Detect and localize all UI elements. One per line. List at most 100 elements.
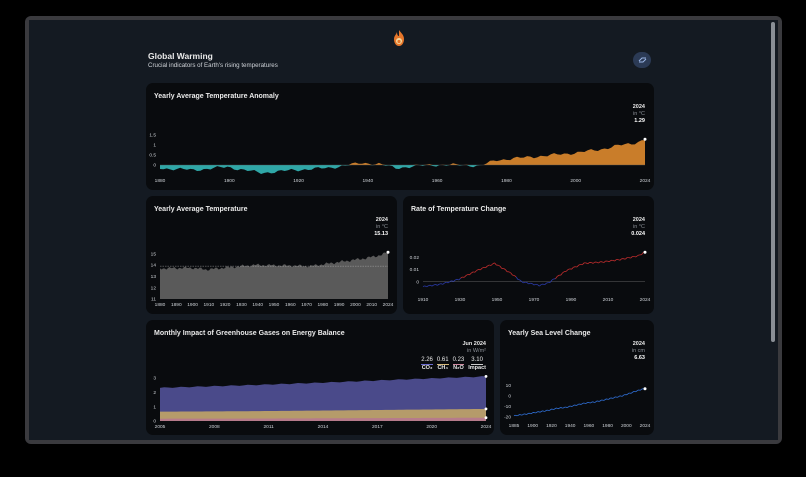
x-tick-label: 1920 [546, 423, 557, 429]
x-tick-label: 1980 [318, 302, 329, 308]
rate-line-segment [565, 269, 569, 272]
y-tick-label: 0.5 [149, 153, 156, 159]
y-tick-label: 0 [153, 163, 156, 169]
y-tick-label: 13 [151, 274, 157, 280]
rate-line-segment [585, 262, 588, 265]
rate-line-segment [426, 285, 429, 288]
y-tick-label: 0.02 [410, 255, 420, 261]
rate-line-segment [537, 284, 540, 287]
anomaly-unit: in °C [633, 111, 645, 117]
rate-line-segment [514, 275, 517, 278]
x-tick-label: 1990 [566, 297, 577, 303]
x-tick-label: 1950 [492, 297, 503, 303]
rate-line-segment [424, 285, 427, 288]
anomaly-positive-area [160, 140, 645, 165]
sea-latest-point [643, 387, 647, 391]
anomaly-negative-area [160, 165, 645, 175]
x-tick-label: 1900 [187, 302, 198, 308]
y-tick-label: 1 [153, 404, 156, 410]
legend-item-ch4: 0.61 CH₄ [436, 357, 449, 371]
rate-unit: in °C [633, 224, 645, 230]
rate-line-segment [438, 283, 442, 285]
rate-line-segment [542, 283, 545, 286]
y-tick-label: 3 [153, 376, 156, 382]
sea-level-line [513, 388, 646, 417]
x-tick-label: 2005 [155, 424, 166, 430]
theme-toggle-icon [638, 57, 646, 63]
rate-line-segment [641, 252, 644, 256]
rate-line-segment [446, 281, 449, 284]
y-tick-label: 11 [151, 297, 156, 303]
y-tick-label: -20 [504, 415, 511, 421]
rate-line-segment [422, 285, 425, 287]
sea-unit: in cm [631, 348, 645, 354]
rate-line-segment [505, 269, 508, 273]
x-tick-label: 2008 [209, 424, 220, 430]
rate-line-segment [630, 256, 633, 259]
x-tick-label: 2024 [481, 424, 492, 430]
rate-line-segment [578, 264, 581, 266]
x-tick-label: 2024 [640, 423, 651, 429]
rate-line-segment [498, 264, 501, 267]
x-tick-label: 2014 [318, 424, 329, 430]
x-tick-label: 1930 [236, 302, 247, 308]
x-tick-label: 1940 [252, 302, 263, 308]
x-tick-label: 1880 [155, 178, 166, 184]
rate-line-segment [596, 261, 599, 264]
rate-line-segment [526, 282, 529, 285]
anomaly-latest: 2024 in °C 1.29 [633, 104, 645, 125]
rate-line-segment [519, 279, 522, 282]
avg-temp-latest-point [386, 250, 390, 254]
x-tick-label: 1920 [293, 178, 304, 184]
chart-sea: 1885 1900 1920 1940 1960 1980 2000 2024 -20 -10 0 1… [504, 383, 651, 429]
rate-line-segment [508, 271, 511, 274]
x-tick-label: 2020 [426, 424, 437, 430]
rate-line-segment [460, 276, 463, 279]
anomaly-year: 2024 [632, 104, 645, 110]
x-tick-label: 2010 [603, 297, 614, 303]
rate-latest: 2024 in °C 0.024 [631, 217, 645, 238]
y-tick-label: 12 [151, 285, 157, 291]
x-tick-label: 1880 [155, 302, 166, 308]
sea-year: 2024 [632, 341, 645, 347]
rate-line-segment [614, 259, 617, 262]
x-tick-label: 1950 [269, 302, 280, 308]
rate-line-segment [437, 283, 440, 286]
rate-line-segment [598, 261, 601, 264]
legend-label-impact: Impact [468, 365, 486, 371]
rate-line-segment [619, 258, 622, 261]
ghg-latest: Jun 2024 in W/m² [462, 341, 486, 355]
ghg-latest-point [484, 416, 488, 420]
sea-value: 6.63 [634, 355, 645, 361]
rate-line-segment [490, 263, 494, 266]
rate-line-segment [458, 277, 461, 281]
card-avg-temp: Yearly Average Temperature 2024 in °C 15… [146, 196, 397, 314]
flame-icon [394, 30, 404, 46]
rate-line-segment [435, 284, 438, 286]
x-tick-label: 1990 [334, 302, 345, 308]
legend-item-impact: 3.10 Impact [468, 357, 486, 371]
x-tick-label: 1980 [602, 423, 613, 429]
rate-line-segment [576, 264, 580, 268]
y-tick-label: 0 [508, 393, 511, 399]
avg-temp-value: 15.13 [374, 231, 388, 237]
x-tick-label: 1920 [220, 302, 231, 308]
x-tick-label: 1940 [565, 423, 576, 429]
x-tick-label: 1970 [301, 302, 312, 308]
chart-anomaly: 1880 1900 1920 1940 1960 1980 2000 2024 0 0.5 1 1.5 [149, 133, 651, 184]
x-tick-label: 1930 [455, 297, 466, 303]
rate-line-segment [429, 284, 433, 287]
rate-line-segment [551, 278, 554, 281]
rate-line-segment [428, 284, 431, 287]
rate-line-segment [567, 268, 570, 270]
rate-line-segment [449, 280, 452, 282]
scrollbar[interactable] [771, 22, 775, 342]
sea-latest: 2024 in cm 6.63 [632, 341, 645, 362]
rate-line-segment [539, 284, 542, 287]
rate-line-segment [560, 272, 563, 276]
y-tick-label: 0 [416, 279, 419, 285]
x-tick-label: 2024 [640, 178, 651, 184]
theme-toggle-button[interactable] [633, 52, 651, 68]
rate-year: 2024 [632, 217, 645, 223]
rate-line-segment [474, 270, 477, 273]
